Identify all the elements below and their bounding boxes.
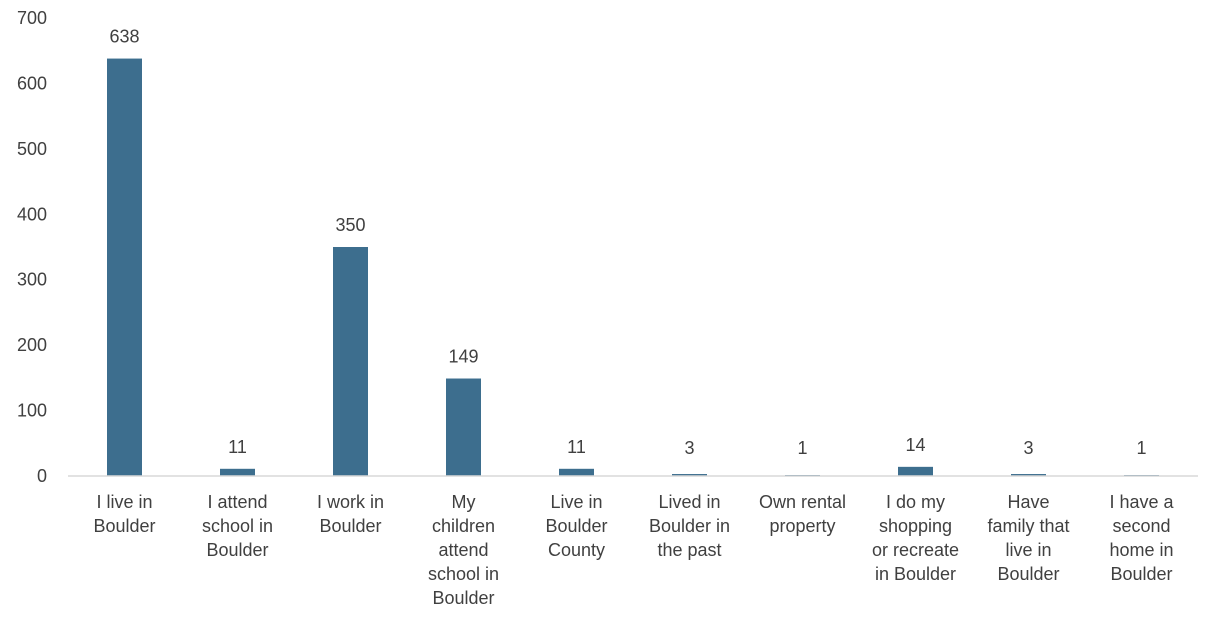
bar bbox=[1011, 474, 1046, 476]
category-label-line: school in bbox=[202, 516, 273, 536]
category-label-line: attend bbox=[438, 540, 488, 560]
data-label: 11 bbox=[228, 437, 247, 457]
y-tick-label: 600 bbox=[17, 73, 47, 93]
category-label: I live in Boulder bbox=[93, 492, 155, 536]
category-label-line: Boulder bbox=[997, 564, 1059, 584]
y-tick-label: 0 bbox=[37, 466, 47, 486]
category-label-line: I live in bbox=[96, 492, 152, 512]
y-tick-label: 500 bbox=[17, 139, 47, 159]
category-label-line: Boulder bbox=[1110, 564, 1172, 584]
category-label-line: school in bbox=[428, 564, 499, 584]
bar bbox=[446, 378, 481, 476]
category-label-line: second bbox=[1112, 516, 1170, 536]
category-label-line: Lived in bbox=[658, 492, 720, 512]
category-label: I do my shopping or recreate in Boulder bbox=[872, 492, 959, 584]
category-label-line: I work in bbox=[317, 492, 384, 512]
category-label-line: Own rental bbox=[759, 492, 846, 512]
data-labels: 638 11 350 149 11 3 1 14 3 1 bbox=[109, 27, 1146, 458]
category-label: Have family that live in Boulder bbox=[987, 492, 1069, 584]
data-label: 638 bbox=[109, 27, 139, 47]
category-label-line: County bbox=[548, 540, 605, 560]
bar bbox=[220, 468, 255, 476]
bar bbox=[107, 58, 142, 477]
data-label: 14 bbox=[905, 435, 925, 455]
y-tick-label: 100 bbox=[17, 401, 47, 421]
category-label-line: children bbox=[432, 516, 495, 536]
data-label: 1 bbox=[1136, 438, 1146, 458]
category-label: I work in Boulder bbox=[317, 492, 384, 536]
category-label-line: Boulder in bbox=[649, 516, 730, 536]
category-label-line: Boulder bbox=[93, 516, 155, 536]
category-label-line: I have a bbox=[1109, 492, 1174, 512]
category-label: My children attend school in Boulder bbox=[428, 492, 499, 608]
y-tick-label: 700 bbox=[17, 8, 47, 28]
category-label-line: property bbox=[769, 516, 835, 536]
category-label-line: Boulder bbox=[545, 516, 607, 536]
data-label: 3 bbox=[1023, 438, 1033, 458]
category-label: Live in Boulder County bbox=[545, 492, 607, 560]
bar bbox=[898, 466, 933, 476]
category-label: Own rental property bbox=[759, 492, 846, 536]
bar bbox=[672, 474, 707, 476]
category-label-line: in Boulder bbox=[875, 564, 956, 584]
y-tick-label: 300 bbox=[17, 270, 47, 290]
category-label-line: shopping bbox=[879, 516, 952, 536]
category-label-line: the past bbox=[657, 540, 721, 560]
category-label: I have a second home in Boulder bbox=[1109, 492, 1174, 584]
category-label-line: Have bbox=[1007, 492, 1049, 512]
data-label: 350 bbox=[335, 215, 365, 235]
x-axis: I live in Boulder I attend school in Boulder… bbox=[93, 492, 1174, 608]
bars bbox=[107, 58, 1159, 477]
y-axis: 0 100 200 300 400 500 600 700 bbox=[17, 8, 47, 486]
category-label-line: Live in bbox=[550, 492, 602, 512]
data-label: 11 bbox=[567, 437, 586, 457]
data-label: 1 bbox=[797, 438, 807, 458]
y-tick-label: 200 bbox=[17, 335, 47, 355]
data-label: 3 bbox=[684, 438, 694, 458]
data-label: 149 bbox=[448, 347, 478, 367]
category-label-line: I attend bbox=[207, 492, 267, 512]
category-label-line: or recreate bbox=[872, 540, 959, 560]
category-label: Lived in Boulder in the past bbox=[649, 492, 730, 560]
category-label-line: I do my bbox=[886, 492, 945, 512]
category-label-line: live in bbox=[1005, 540, 1051, 560]
category-label-line: family that bbox=[987, 516, 1069, 536]
bar bbox=[559, 468, 594, 476]
bar bbox=[333, 247, 368, 476]
category-label-line: Boulder bbox=[432, 588, 494, 608]
category-label-line: My bbox=[452, 492, 476, 512]
y-tick-label: 400 bbox=[17, 204, 47, 224]
category-label: I attend school in Boulder bbox=[202, 492, 273, 560]
category-label-line: Boulder bbox=[206, 540, 268, 560]
category-label-line: Boulder bbox=[319, 516, 381, 536]
category-label-line: home in bbox=[1109, 540, 1173, 560]
